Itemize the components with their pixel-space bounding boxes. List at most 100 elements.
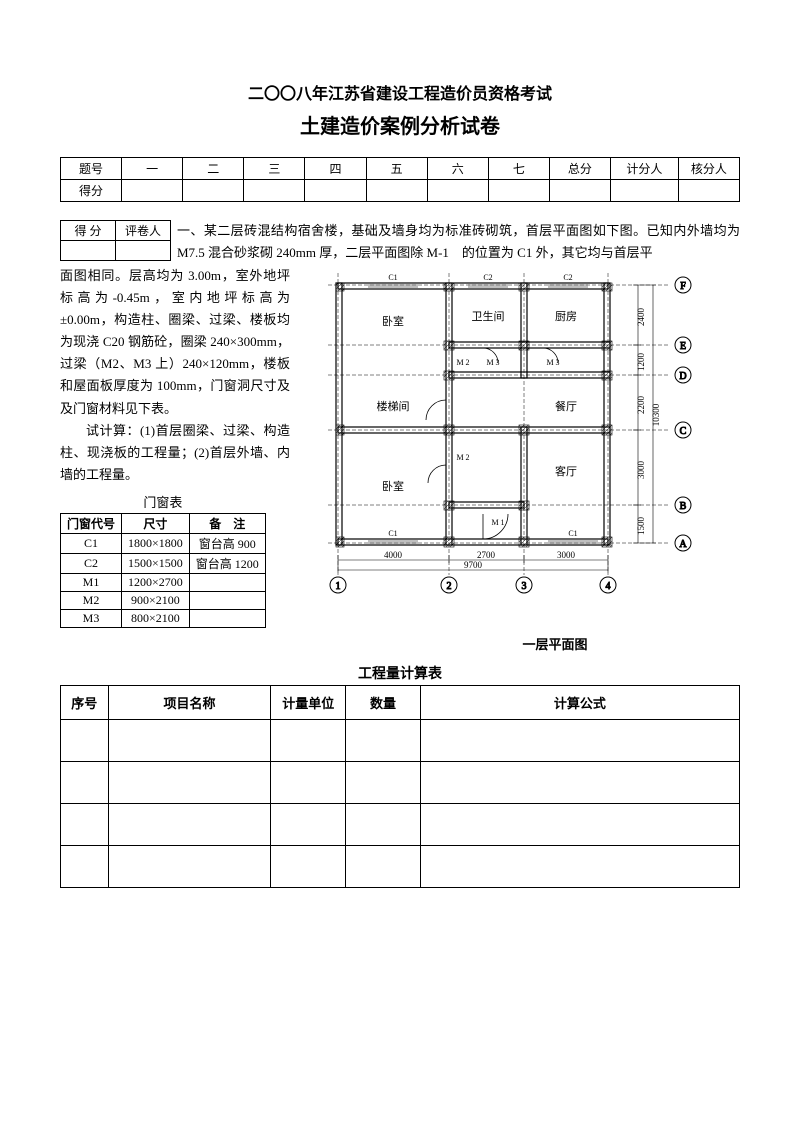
cell: M2 bbox=[61, 591, 122, 609]
cell bbox=[420, 719, 739, 761]
cell: 窗台高 1200 bbox=[189, 553, 265, 573]
cell: 备 注 bbox=[189, 513, 265, 533]
cell bbox=[271, 845, 346, 887]
cell bbox=[108, 719, 271, 761]
cell bbox=[189, 573, 265, 591]
svg-text:9700: 9700 bbox=[464, 560, 483, 570]
svg-text:餐厅: 餐厅 bbox=[555, 399, 577, 413]
table-row: 题号 一 二 三 四 五 六 七 总分 计分人 核分人 bbox=[61, 158, 740, 180]
cell: 总分 bbox=[549, 158, 610, 180]
cell: 900×2100 bbox=[122, 591, 190, 609]
cell: M1 bbox=[61, 573, 122, 591]
svg-text:C1: C1 bbox=[388, 529, 397, 538]
svg-text:1200: 1200 bbox=[636, 353, 646, 372]
cell: 项目名称 bbox=[108, 685, 271, 719]
cell bbox=[108, 803, 271, 845]
cell bbox=[61, 761, 109, 803]
svg-text:M 2: M 2 bbox=[456, 453, 469, 462]
cell bbox=[305, 180, 366, 202]
cell: 二 bbox=[183, 158, 244, 180]
svg-text:卫生间: 卫生间 bbox=[472, 309, 505, 323]
cell bbox=[189, 609, 265, 627]
cell: 得分 bbox=[61, 180, 122, 202]
cell bbox=[346, 845, 421, 887]
cell bbox=[420, 761, 739, 803]
svg-text:D: D bbox=[679, 371, 686, 382]
table-row bbox=[61, 719, 740, 761]
page-title-line1: 二〇〇八年江苏省建设工程造价员资格考试 bbox=[60, 80, 740, 104]
svg-text:C: C bbox=[680, 426, 687, 437]
svg-text:3: 3 bbox=[522, 581, 527, 592]
cell bbox=[346, 803, 421, 845]
table-row: 得分 bbox=[61, 180, 740, 202]
floorplan-caption: 一层平面图 bbox=[370, 634, 740, 653]
window-table: 门窗表 门窗代号 尺寸 备 注 C11800×1800窗台高 900 C2150… bbox=[60, 492, 266, 628]
cell bbox=[271, 719, 346, 761]
svg-text:2400: 2400 bbox=[636, 308, 646, 327]
svg-text:M 3: M 3 bbox=[486, 358, 499, 367]
svg-text:C2: C2 bbox=[483, 273, 492, 282]
question-lead: 一、某二层砖混结构宿舍楼，基础及墙身均为标准砖砌筑，首层平面图如下图。已知内外墙… bbox=[177, 220, 740, 264]
table-row bbox=[61, 845, 740, 887]
table-row: 门窗代号 尺寸 备 注 bbox=[61, 513, 266, 533]
cell bbox=[346, 761, 421, 803]
cell bbox=[61, 719, 109, 761]
table-row: M2900×2100 bbox=[61, 591, 266, 609]
svg-text:卧室: 卧室 bbox=[382, 314, 404, 328]
floorplan-diagram: 1 2 3 4 F E D C B A bbox=[308, 265, 718, 595]
svg-text:客厅: 客厅 bbox=[555, 464, 577, 478]
svg-text:楼梯间: 楼梯间 bbox=[377, 399, 410, 413]
table-row: 序号 项目名称 计量单位 数量 计算公式 bbox=[61, 685, 740, 719]
cell bbox=[271, 761, 346, 803]
table-row: C21500×1500窗台高 1200 bbox=[61, 553, 266, 573]
cell bbox=[108, 845, 271, 887]
cell bbox=[420, 845, 739, 887]
cell: 一 bbox=[122, 158, 183, 180]
table-row: C11800×1800窗台高 900 bbox=[61, 533, 266, 553]
cell: 800×2100 bbox=[122, 609, 190, 627]
svg-text:M 2: M 2 bbox=[456, 358, 469, 367]
table-row bbox=[61, 761, 740, 803]
svg-text:C1: C1 bbox=[388, 273, 397, 282]
svg-text:1: 1 bbox=[336, 581, 341, 592]
svg-text:4: 4 bbox=[606, 581, 611, 592]
cell bbox=[549, 180, 610, 202]
cell bbox=[427, 180, 488, 202]
cell bbox=[366, 180, 427, 202]
cell: 窗台高 900 bbox=[189, 533, 265, 553]
cell: 三 bbox=[244, 158, 305, 180]
svg-text:C2: C2 bbox=[563, 273, 572, 282]
window-table-caption: 门窗表 bbox=[60, 492, 266, 511]
svg-text:厨房: 厨房 bbox=[555, 310, 577, 323]
cell bbox=[116, 241, 171, 261]
cell bbox=[271, 803, 346, 845]
page-title-line2: 土建造价案例分析试卷 bbox=[60, 110, 740, 139]
calc-table-title: 工程量计算表 bbox=[60, 663, 740, 683]
cell bbox=[61, 845, 109, 887]
svg-text:2200: 2200 bbox=[636, 396, 646, 415]
cell: 计分人 bbox=[610, 158, 678, 180]
question-p2: 试计算：(1)首层圈梁、过梁、构造柱、现浇板的工程量；(2)首层外墙、内墙的工程… bbox=[60, 420, 290, 486]
svg-text:1500: 1500 bbox=[636, 517, 646, 536]
svg-text:A: A bbox=[679, 539, 687, 550]
mini-score-table: 得 分评卷人 bbox=[60, 220, 171, 261]
cell bbox=[189, 591, 265, 609]
svg-text:F: F bbox=[680, 281, 686, 292]
cell: C2 bbox=[61, 553, 122, 573]
cell: 六 bbox=[427, 158, 488, 180]
svg-text:2700: 2700 bbox=[477, 550, 496, 560]
cell bbox=[610, 180, 678, 202]
svg-text:卧室: 卧室 bbox=[382, 479, 404, 493]
cell bbox=[122, 180, 183, 202]
cell bbox=[183, 180, 244, 202]
cell: 评卷人 bbox=[116, 221, 171, 241]
svg-text:3000: 3000 bbox=[636, 461, 646, 480]
calc-table: 序号 项目名称 计量单位 数量 计算公式 bbox=[60, 685, 740, 888]
score-table: 题号 一 二 三 四 五 六 七 总分 计分人 核分人 得分 bbox=[60, 157, 740, 202]
svg-text:E: E bbox=[680, 341, 686, 352]
cell: 核分人 bbox=[678, 158, 739, 180]
cell bbox=[420, 803, 739, 845]
question-p1: 面图相同。层高均为 3.00m，室外地坪标高为-0.45m，室内地坪标高为±0.… bbox=[60, 265, 290, 420]
table-row: M3800×2100 bbox=[61, 609, 266, 627]
cell bbox=[61, 803, 109, 845]
